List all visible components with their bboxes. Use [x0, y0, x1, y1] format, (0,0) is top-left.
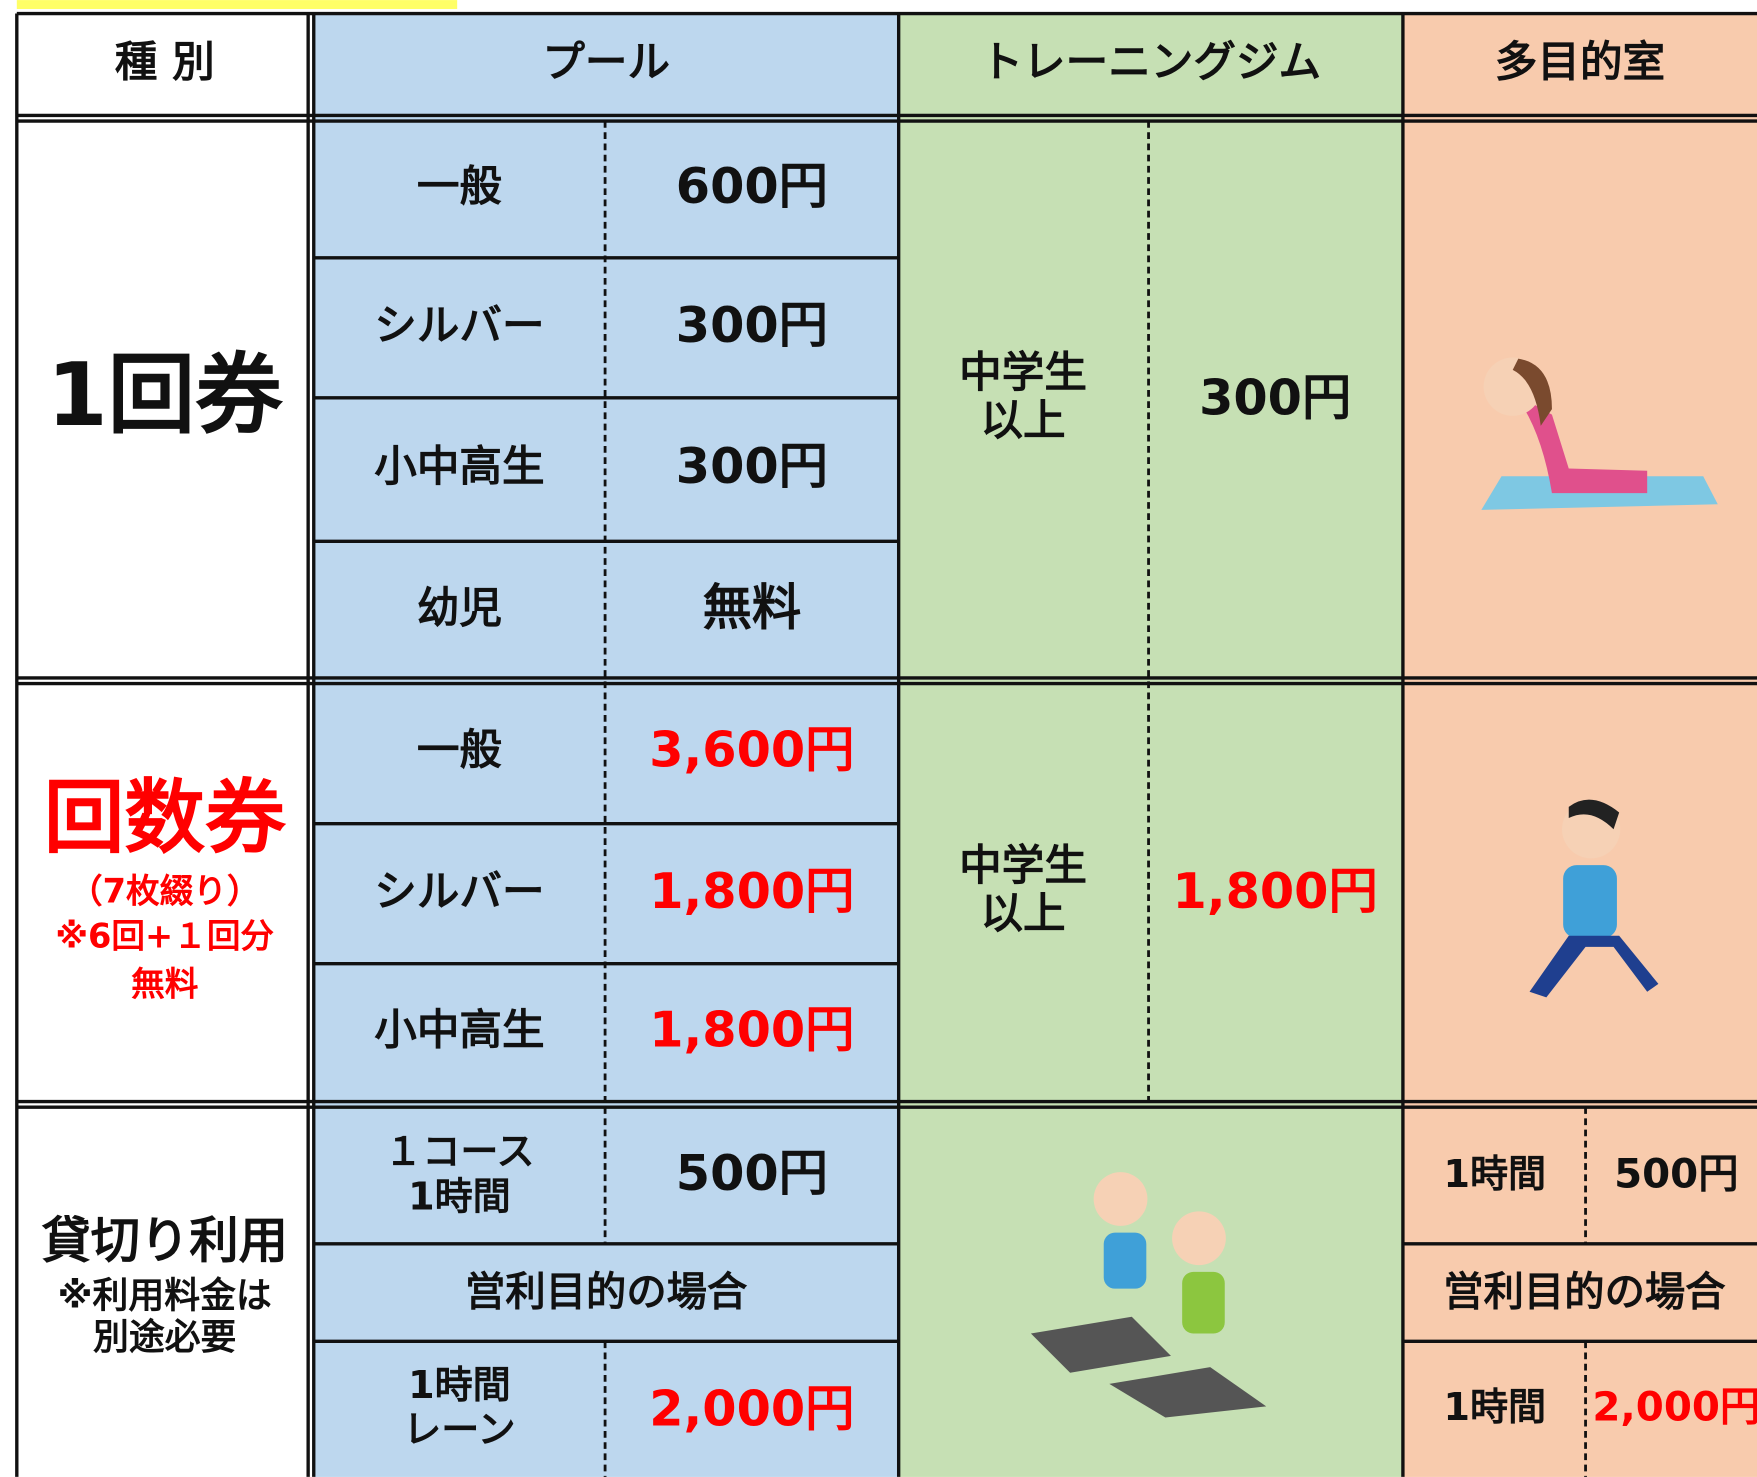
gym-who: 以上 — [980, 889, 1065, 939]
room-commercial: 営利目的の場合 — [1443, 1268, 1726, 1315]
pool-price: 2,000円 — [649, 1379, 854, 1437]
pool-who: 小中高生 — [374, 442, 544, 492]
pool-who: 一般 — [417, 726, 503, 776]
row-note: （7枚綴り） — [69, 872, 260, 911]
pool-price: 500円 — [676, 1144, 828, 1202]
row-note: ※6回+１回分 — [55, 916, 274, 955]
pool-price: 3,600円 — [649, 721, 854, 779]
row-label: 貸切り利用 — [41, 1211, 287, 1269]
pool-commercial: 営利目的の場合 — [465, 1268, 748, 1315]
pool-price: 1,800円 — [649, 862, 854, 920]
room-who: 1時間 — [1443, 1152, 1546, 1196]
pool-price: 無料 — [703, 578, 802, 636]
illustration-stretch — [1529, 799, 1659, 998]
row-note: ※利用料金は — [58, 1275, 272, 1317]
row-note: 別途必要 — [93, 1316, 236, 1358]
pool-who: レーン — [403, 1408, 515, 1452]
highlight-bar — [16, 0, 458, 10]
room-price: 500円 — [1614, 1151, 1739, 1198]
gym-price: 1,800円 — [1173, 862, 1378, 920]
pool-price: 1,800円 — [649, 1001, 854, 1059]
pool-price: 600円 — [676, 157, 828, 215]
room-price: 2,000円 — [1592, 1384, 1757, 1431]
pool-who: 幼児 — [417, 583, 502, 633]
room-who: 1時間 — [1443, 1385, 1546, 1429]
row-note: 無料 — [131, 965, 199, 1004]
gym-who: 中学生 — [959, 841, 1087, 891]
pool-who: シルバー — [374, 867, 544, 917]
header-cell: トレーニングジム — [980, 38, 1321, 88]
gym-who: 以上 — [980, 396, 1065, 446]
header-cell: プール — [542, 38, 670, 88]
pool-price: 300円 — [676, 437, 828, 495]
pool-who: 一般 — [417, 162, 503, 212]
header-cell: 種 別 — [115, 38, 215, 88]
pool-who: シルバー — [374, 301, 544, 351]
illustration-yoga — [1481, 357, 1718, 510]
pool-who: 1時間 — [408, 1175, 511, 1219]
pool-price: 300円 — [676, 296, 828, 354]
header-cell: 多目的室 — [1495, 38, 1665, 88]
gym-price: 300円 — [1199, 369, 1351, 427]
pool-who: １コース — [384, 1130, 534, 1174]
row-label: 1回券 — [47, 344, 283, 446]
dashed-dividers — [603, 121, 1587, 1477]
pool-who: 小中高生 — [374, 1006, 544, 1056]
pool-who: 1時間 — [408, 1363, 511, 1407]
row-label: 回数券 — [44, 772, 287, 866]
illustration-treadmill — [1030, 1172, 1267, 1418]
gym-who: 中学生 — [959, 348, 1087, 398]
